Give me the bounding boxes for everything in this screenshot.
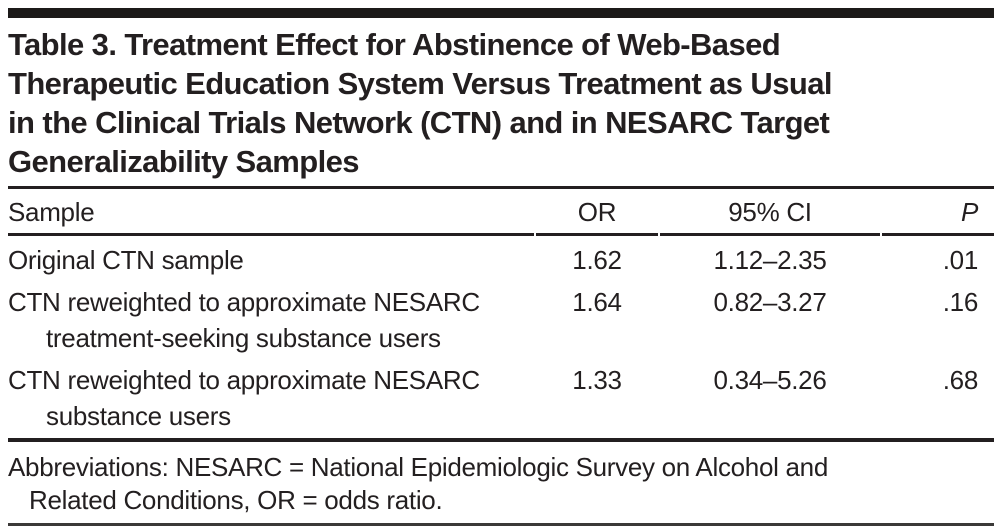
footnote-line-2: Related Conditions, OR = odds ratio. xyxy=(29,485,443,515)
table-title-line-1: Table 3. Treatment Effect for Abstinence… xyxy=(8,27,781,62)
sample-name: Original CTN sample xyxy=(8,245,244,275)
results-table: Sample OR 95% CI P Original CTN sample 1… xyxy=(6,189,996,434)
table-title-line-4: Generalizability Samples xyxy=(8,144,359,179)
table-body: Original CTN sample 1.62 1.12–2.35 .01 C… xyxy=(8,236,994,434)
column-header-sample: Sample xyxy=(8,189,534,236)
p-value: .68 xyxy=(942,365,979,395)
table-row-reweighted-substance-users: CTN reweighted to approximate NESARC sub… xyxy=(8,356,994,434)
p-value: .16 xyxy=(942,287,979,317)
top-bar-rule xyxy=(8,8,994,18)
ci-value: 0.82–3.27 xyxy=(713,287,827,317)
table-row-original-ctn: Original CTN sample 1.62 1.12–2.35 .01 xyxy=(8,236,994,278)
sample-cell: Original CTN sample xyxy=(8,236,534,278)
sample-name-wrap: treatment-seeking substance users xyxy=(46,323,441,353)
sample-name: CTN reweighted to approximate NESARC xyxy=(8,365,480,395)
table-title-line-3: in the Clinical Trials Network (CTN) and… xyxy=(8,105,830,140)
abbreviations-footnote: Abbreviations: NESARC = National Epidemi… xyxy=(8,451,994,517)
table-header: Sample OR 95% CI P xyxy=(8,189,994,236)
column-header-p: P xyxy=(882,189,994,236)
sample-cell: CTN reweighted to approximate NESARC tre… xyxy=(8,278,534,356)
title-divider-rule xyxy=(8,186,994,189)
sample-name-wrap: substance users xyxy=(46,401,231,431)
table-title: Table 3. Treatment Effect for Abstinence… xyxy=(8,25,994,181)
figure-bottom-rule xyxy=(8,523,994,526)
table-row-reweighted-treatment-seeking: CTN reweighted to approximate NESARC tre… xyxy=(8,278,994,356)
p-value: .01 xyxy=(942,245,979,275)
column-header-or: OR xyxy=(536,189,658,236)
or-value: 1.33 xyxy=(572,365,622,395)
or-value: 1.62 xyxy=(572,245,622,275)
table-header-row: Sample OR 95% CI P xyxy=(8,189,994,236)
or-value: 1.64 xyxy=(572,287,622,317)
ci-value: 0.34–5.26 xyxy=(713,365,827,395)
column-header-ci: 95% CI xyxy=(660,189,880,236)
table-bottom-rule xyxy=(8,438,994,442)
sample-name: CTN reweighted to approximate NESARC xyxy=(8,287,480,317)
table-title-line-2: Therapeutic Education System Versus Trea… xyxy=(8,66,832,101)
ci-value: 1.12–2.35 xyxy=(713,245,827,275)
footnote-line-1: Abbreviations: NESARC = National Epidemi… xyxy=(8,452,829,482)
sample-cell: CTN reweighted to approximate NESARC sub… xyxy=(8,356,534,434)
